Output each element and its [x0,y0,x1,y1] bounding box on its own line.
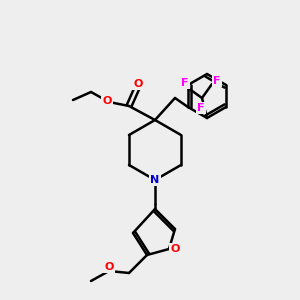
Text: F: F [181,78,189,88]
Text: O: O [133,79,143,89]
Text: F: F [197,103,205,113]
Text: O: O [170,244,180,254]
Text: N: N [150,175,160,185]
Text: F: F [213,76,221,86]
Text: O: O [104,262,114,272]
Text: O: O [102,96,112,106]
